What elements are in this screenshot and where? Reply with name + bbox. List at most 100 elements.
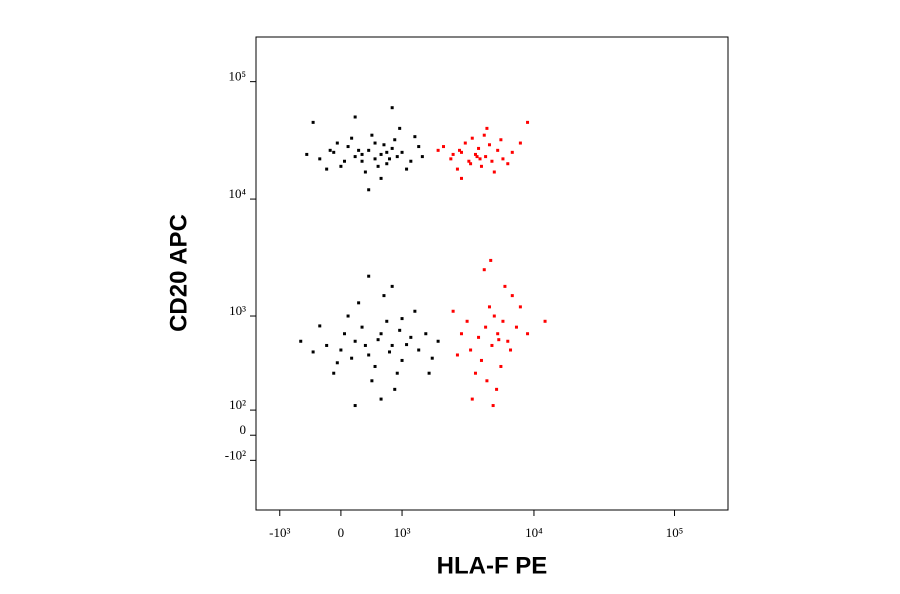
- dot: [335, 361, 339, 365]
- dot: [417, 145, 421, 149]
- dot: [482, 133, 486, 137]
- dot: [395, 155, 399, 159]
- dot: [455, 167, 459, 171]
- dot: [393, 387, 397, 391]
- dot: [370, 133, 374, 137]
- dot: [484, 155, 488, 159]
- dot: [388, 157, 392, 161]
- dot: [413, 309, 417, 313]
- dot: [409, 159, 413, 163]
- dot: [385, 319, 389, 323]
- dot: [499, 138, 503, 142]
- dot: [357, 301, 361, 305]
- dot: [489, 258, 493, 262]
- dot: [373, 157, 377, 161]
- dot: [339, 348, 343, 352]
- dot: [390, 284, 394, 288]
- dot: [485, 379, 489, 383]
- y-tick-label: 10⁴: [228, 186, 246, 201]
- x-axis-title: HLA-F PE: [437, 552, 548, 579]
- dot: [342, 332, 346, 336]
- dot: [373, 364, 377, 368]
- dot: [346, 145, 350, 149]
- y-tick-label: 10⁵: [228, 69, 246, 84]
- dot: [390, 146, 394, 150]
- dot: [478, 157, 482, 161]
- dot: [501, 157, 505, 161]
- dot: [385, 162, 389, 166]
- dot: [367, 274, 371, 278]
- dot: [463, 141, 467, 145]
- dot: [485, 126, 489, 130]
- dot: [470, 136, 474, 140]
- dot: [465, 319, 469, 323]
- dot: [363, 343, 367, 347]
- dot: [350, 356, 354, 360]
- dot: [311, 350, 315, 354]
- dot: [451, 152, 455, 156]
- dot: [469, 348, 473, 352]
- dot: [475, 155, 479, 159]
- dot: [487, 305, 491, 309]
- dot: [436, 148, 440, 152]
- y-axis-title: CD20 APC: [165, 214, 192, 332]
- dot: [353, 115, 357, 119]
- dot: [360, 152, 364, 156]
- dot: [417, 348, 421, 352]
- dot: [510, 150, 514, 154]
- dot: [467, 159, 471, 163]
- dot: [473, 371, 477, 375]
- dot: [382, 294, 386, 298]
- dot: [388, 350, 392, 354]
- dot: [477, 146, 481, 150]
- dot: [400, 150, 404, 154]
- dot: [499, 364, 503, 368]
- dot: [332, 150, 336, 154]
- dot: [332, 371, 336, 375]
- dot: [492, 170, 496, 174]
- dot: [543, 319, 547, 323]
- dot: [379, 397, 383, 401]
- dot: [299, 339, 303, 343]
- dot: [325, 167, 329, 171]
- dot: [360, 159, 364, 163]
- dot: [405, 167, 409, 171]
- dot: [479, 358, 483, 362]
- dot: [353, 339, 357, 343]
- dot: [353, 404, 357, 408]
- x-tick-label: 10⁵: [666, 525, 684, 540]
- dot: [409, 335, 413, 339]
- dot: [405, 343, 409, 347]
- plot-frame: [255, 36, 729, 511]
- dot: [311, 120, 315, 124]
- dot: [492, 314, 496, 318]
- dot: [509, 348, 513, 352]
- dot: [357, 148, 361, 152]
- dot: [479, 164, 483, 168]
- dot: [526, 332, 530, 336]
- dot: [510, 294, 514, 298]
- dot: [449, 157, 453, 161]
- y-tick-label: 10²: [229, 397, 246, 412]
- x-tick-label: 0: [338, 525, 345, 540]
- dot: [335, 141, 339, 145]
- dot: [367, 148, 371, 152]
- x-tick-label: 10³: [394, 525, 411, 540]
- y-tick-label: 10³: [229, 303, 246, 318]
- x-tick-label: -10³: [269, 525, 290, 540]
- dot: [390, 343, 394, 347]
- dot: [497, 338, 501, 342]
- dot: [484, 325, 488, 329]
- dot: [490, 159, 494, 163]
- dot: [501, 319, 505, 323]
- dot: [305, 152, 309, 156]
- dot: [451, 309, 455, 313]
- dot: [379, 332, 383, 336]
- dot: [339, 164, 343, 168]
- dot: [376, 164, 380, 168]
- dot: [470, 397, 474, 401]
- dot: [318, 324, 322, 328]
- dot: [400, 317, 404, 321]
- dot: [436, 339, 440, 343]
